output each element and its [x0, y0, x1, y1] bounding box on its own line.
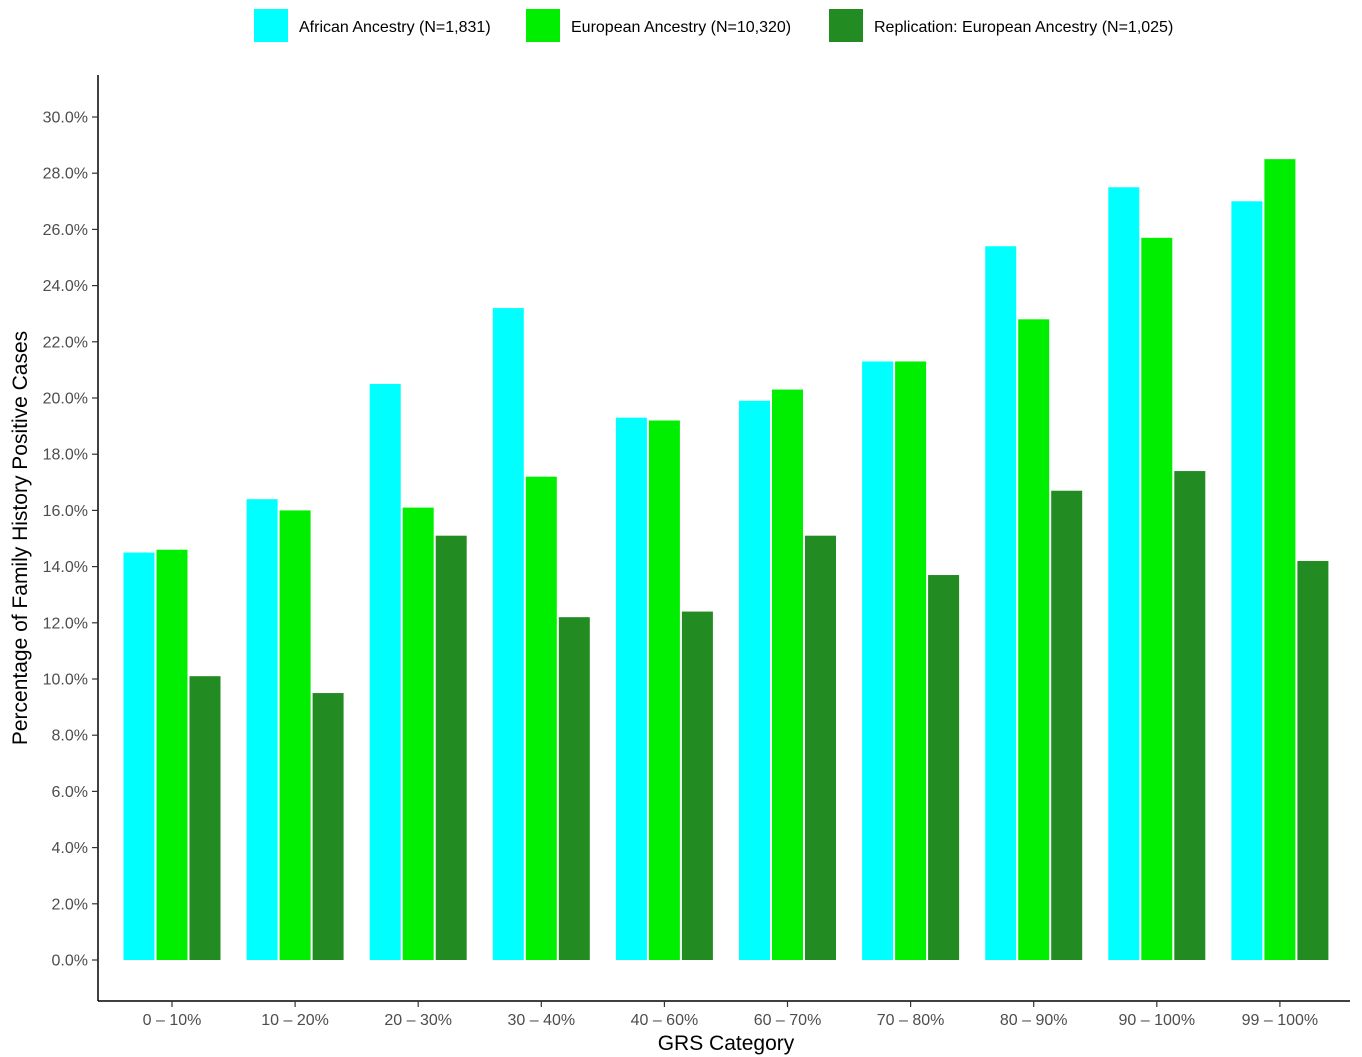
legend-label: Replication: European Ancestry (N=1,025) [874, 19, 1173, 36]
bar-1-10 [1231, 201, 1263, 961]
bar-2-4 [525, 476, 557, 960]
y-tick-label: 0.0% [52, 953, 88, 970]
x-tick-label: 30 – 40% [507, 1012, 575, 1029]
bar-2-2 [279, 510, 311, 960]
bar-1-1 [123, 552, 155, 960]
x-tick-label: 99 – 100% [1242, 1012, 1319, 1029]
bar-2-9 [1141, 237, 1173, 960]
bar-1-4 [492, 308, 524, 961]
y-tick-label: 8.0% [52, 728, 88, 745]
y-tick-label: 20.0% [43, 391, 88, 408]
y-tick-label: 16.0% [43, 503, 88, 520]
bars [123, 159, 1329, 961]
bar-3-1 [189, 676, 221, 960]
bar-3-8 [1051, 490, 1083, 960]
bar-1-8 [985, 246, 1017, 960]
y-tick-label: 24.0% [43, 278, 88, 295]
legend-label: European Ancestry (N=10,320) [571, 19, 791, 36]
x-tick-label: 0 – 10% [143, 1012, 202, 1029]
bar-1-6 [739, 400, 770, 960]
bar-3-5 [681, 611, 713, 960]
y-tick-label: 12.0% [43, 615, 88, 632]
y-ticks: 0.0% 2.0% 4.0% 6.0% 8.0% 10.0% 12.0% 14.0% 16.0%… [43, 110, 98, 970]
y-tick-label: 30.0% [43, 110, 88, 127]
bar-3-10 [1297, 560, 1329, 960]
y-tick-label: 10.0% [43, 672, 88, 689]
bar-3-6 [805, 535, 836, 960]
bar-2-5 [648, 420, 680, 961]
y-tick-label: 14.0% [43, 559, 88, 576]
bar-2-1 [156, 549, 188, 960]
bar-1-9 [1108, 187, 1140, 960]
bar-3-2 [312, 693, 344, 960]
bar-2-6 [772, 389, 803, 960]
legend: African Ancestry (N=1,831) European Ances… [254, 9, 1173, 42]
x-tick-label: 60 – 70% [754, 1012, 822, 1029]
y-tick-label: 26.0% [43, 222, 88, 239]
bar-1-2 [246, 499, 278, 960]
bar-2-7 [895, 361, 927, 961]
y-tick-label: 2.0% [52, 896, 88, 913]
y-tick-label: 6.0% [52, 784, 88, 801]
x-tick-label: 80 – 90% [1000, 1012, 1068, 1029]
bar-2-3 [402, 507, 434, 960]
bar-3-9 [1174, 471, 1206, 960]
x-tick-label: 20 – 30% [384, 1012, 452, 1029]
y-tick-label: 18.0% [43, 447, 88, 464]
legend-swatch [254, 9, 288, 42]
bar-1-3 [369, 383, 401, 960]
y-tick-label: 28.0% [43, 166, 88, 183]
x-tick-label: 90 – 100% [1119, 1012, 1196, 1029]
x-tick-label: 70 – 80% [877, 1012, 945, 1029]
legend-swatch [526, 9, 560, 42]
bar-1-7 [862, 361, 894, 961]
bar-2-10 [1264, 159, 1296, 960]
x-tick-label: 10 – 20% [261, 1012, 329, 1029]
x-axis-title: GRS Category [658, 1032, 795, 1055]
legend-swatch [829, 9, 863, 42]
x-ticks: 0 – 10% 10 – 20% 20 – 30% 30 – 40% 40 – 60% 6… [143, 1001, 1319, 1029]
y-axis-title: Percentage of Family History Positive Ca… [9, 331, 32, 745]
bar-1-5 [615, 417, 647, 960]
legend-label: African Ancestry (N=1,831) [299, 19, 491, 36]
x-tick-label: 40 – 60% [631, 1012, 699, 1029]
bar-3-4 [558, 617, 590, 960]
y-tick-label: 4.0% [52, 840, 88, 857]
bar-3-7 [928, 575, 960, 960]
bar-3-3 [435, 535, 467, 960]
bar-2-8 [1018, 319, 1050, 960]
y-tick-label: 22.0% [43, 334, 88, 351]
